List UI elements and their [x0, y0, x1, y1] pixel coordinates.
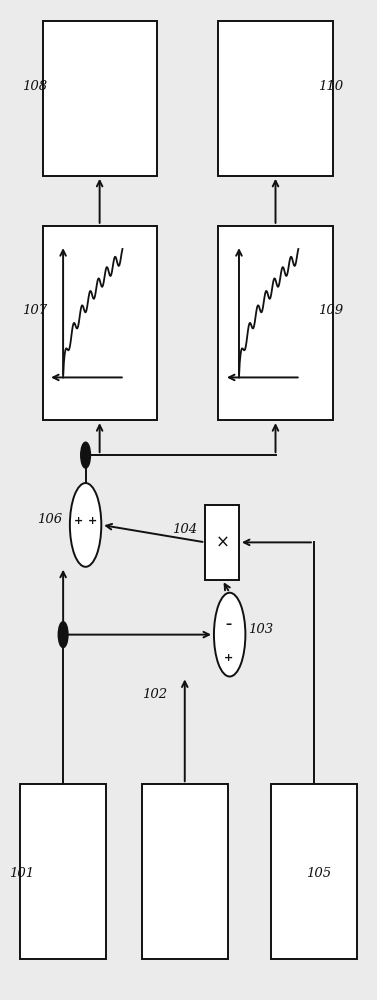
- Text: 110: 110: [317, 80, 343, 93]
- Text: 106: 106: [37, 513, 62, 526]
- Text: 105: 105: [307, 867, 331, 880]
- Text: 102: 102: [142, 688, 167, 701]
- Bar: [218, 226, 333, 420]
- Text: 101: 101: [9, 867, 34, 880]
- Bar: [271, 784, 357, 959]
- Bar: [142, 784, 228, 959]
- Text: 104: 104: [172, 523, 197, 536]
- Text: –: –: [226, 618, 232, 631]
- Circle shape: [81, 442, 90, 468]
- Bar: [43, 21, 157, 176]
- Text: 103: 103: [248, 623, 273, 636]
- Text: +: +: [74, 516, 83, 526]
- Text: 107: 107: [22, 304, 47, 317]
- Text: 109: 109: [317, 304, 343, 317]
- Text: ×: ×: [215, 533, 229, 551]
- Circle shape: [58, 622, 68, 648]
- Bar: [218, 21, 333, 176]
- Text: +: +: [88, 516, 97, 526]
- Text: +: +: [224, 653, 233, 663]
- Circle shape: [70, 483, 101, 567]
- Bar: [20, 784, 106, 959]
- Text: 108: 108: [22, 80, 47, 93]
- Bar: [205, 505, 239, 580]
- Circle shape: [214, 593, 245, 677]
- Bar: [43, 226, 157, 420]
